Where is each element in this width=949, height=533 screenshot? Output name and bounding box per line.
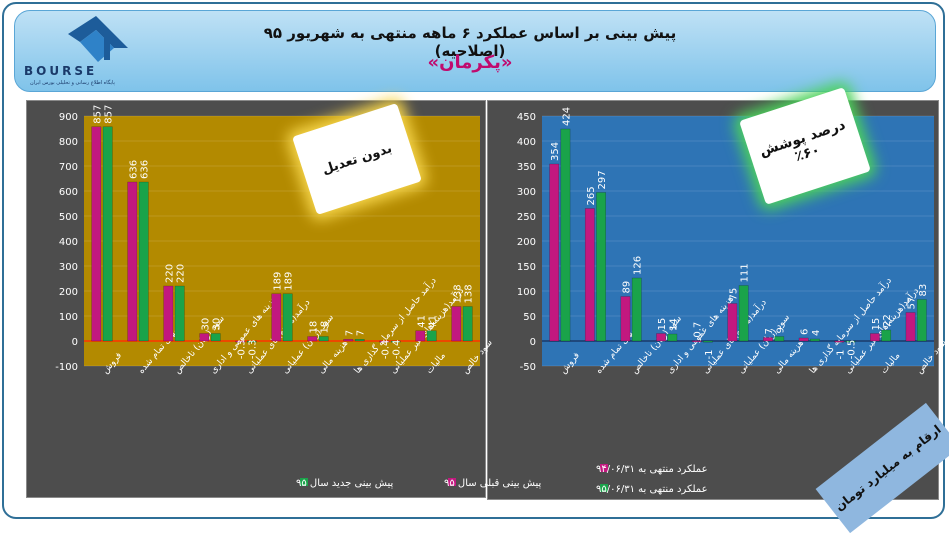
bourse-logo bbox=[68, 16, 128, 62]
page-title: پیش بینی بر اساس عملکرد ۶ ماهه منتهی به … bbox=[263, 24, 677, 60]
right-chart-panel bbox=[487, 100, 939, 500]
left-chart-panel bbox=[26, 100, 486, 498]
header-banner bbox=[14, 10, 936, 92]
symbol-title: «پکرمان» bbox=[427, 52, 513, 73]
logo-subtitle: پایگاه اطلاع رسانی و تحلیلی بورس ایران bbox=[30, 80, 115, 86]
logo-text: BOURSE bbox=[24, 64, 98, 78]
no-adjustment-text: بدون تعدیل bbox=[320, 140, 394, 178]
